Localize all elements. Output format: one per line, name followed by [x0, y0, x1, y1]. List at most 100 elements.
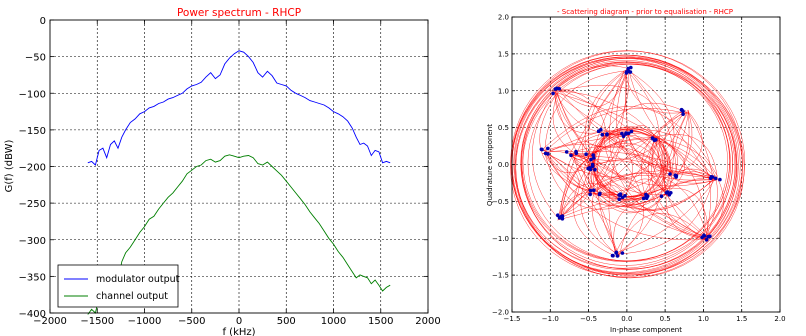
trajectory-path [603, 131, 646, 198]
trajectory-path [642, 176, 716, 197]
scattering-xlabel: In-phase component [610, 326, 682, 334]
scatter-point [560, 214, 565, 218]
trajectory-path [554, 65, 630, 91]
x-tick-label: 0.0 [621, 315, 632, 323]
trajectory-path [557, 88, 675, 175]
scatter-point [560, 217, 565, 221]
scatter-point [588, 188, 593, 193]
scatter-point [668, 172, 672, 176]
legend-channel-label: channel output [96, 291, 168, 302]
x-tick-label: 2000 [415, 316, 440, 327]
trajectory-path [557, 88, 673, 176]
x-tick-label: 2.0 [774, 315, 785, 323]
trajectory-path [657, 136, 706, 237]
trajectory-path [574, 151, 715, 180]
x-tick-label: 1.5 [736, 315, 747, 323]
scatter-point [718, 177, 722, 182]
scatter-point [679, 108, 684, 112]
y-tick-label: 2.0 [498, 14, 509, 22]
trajectory-path [545, 143, 642, 196]
scatter-point [620, 131, 624, 136]
trajectory-path [557, 195, 642, 221]
trajectory-path [558, 110, 687, 220]
y-tick-label: 0 [40, 16, 46, 27]
trajectory-path [593, 109, 690, 197]
y-tick-label: 1.0 [498, 87, 509, 95]
trajectory-path [656, 139, 718, 184]
trajectory-ring [522, 61, 730, 261]
trajectory-path [558, 84, 677, 174]
trajectory-path [647, 137, 708, 238]
trajectory-path [615, 213, 707, 253]
trajectory-path [590, 158, 717, 211]
trajectory-path [552, 93, 587, 160]
trajectory-ring [515, 56, 743, 276]
scatter-point [540, 147, 544, 152]
trajectory-path [628, 135, 670, 195]
scatter-point [615, 254, 620, 258]
x-tick-label: 1.0 [698, 315, 709, 323]
trajectory-path [569, 71, 625, 155]
modulator-output-line [87, 50, 391, 166]
x-tick-label: −0.5 [580, 315, 597, 323]
power-spectrum-ticks: −2000 −1500 −1000 −500 0 500 1000 1500 2000 0 −50 −… [19, 16, 441, 327]
channel-output-line [87, 154, 391, 315]
x-tick-label: 0.5 [660, 315, 671, 323]
trajectory-path [615, 176, 715, 255]
scattering-ticks: −1.5 −1.0 −0.5 0.0 0.5 1.0 1.5 2.0−2.0−1.5−1.0−… [492, 14, 786, 324]
trajectory-path [601, 132, 715, 178]
trajectory-path [655, 139, 685, 194]
trajectory-path [588, 68, 630, 159]
scatter-point [569, 153, 573, 158]
trajectory-path [573, 165, 617, 257]
trajectory-path [624, 72, 687, 114]
scatter-point [592, 188, 596, 192]
scatter-point [546, 152, 550, 156]
trajectory-path [544, 150, 706, 241]
trajectory-path [651, 109, 685, 193]
scattering-title: - Scattering diagram - prior to equalisa… [557, 8, 733, 16]
scatter-point [681, 112, 685, 116]
x-tick-label: −1.5 [504, 315, 521, 323]
scatter-point [651, 136, 655, 141]
scatter-point [620, 195, 625, 200]
trajectory-ring [515, 57, 745, 279]
x-tick-label: −500 [178, 316, 205, 327]
trajectory-path [609, 70, 707, 241]
trajectory-path [569, 110, 685, 161]
trajectory-path [704, 176, 724, 239]
scatter-point [620, 251, 625, 255]
power-spectrum-title: Power spectrum - RHCP [177, 7, 301, 19]
legend: modulator output channel output [57, 264, 180, 308]
legend-modulator-label: modulator output [96, 274, 180, 285]
x-tick-label: 1000 [321, 316, 346, 327]
scatter-point [629, 65, 633, 70]
scatter-point [706, 235, 710, 239]
trajectory-path [596, 192, 668, 214]
trajectory-path [556, 89, 718, 187]
trajectory-path [555, 88, 607, 131]
scatter-point [709, 175, 713, 179]
power-spectrum-series [87, 50, 391, 315]
power-spectrum-grid [50, 20, 428, 313]
y-tick-label: −2.0 [492, 309, 509, 317]
trajectory-path [687, 111, 713, 176]
scatter-point [700, 235, 704, 240]
trajectory-path [676, 112, 693, 175]
trajectory-path [539, 93, 597, 194]
trajectory-path [560, 183, 625, 216]
scatter-point [546, 146, 550, 151]
scatter-point [589, 157, 593, 162]
scatter-point [557, 216, 562, 220]
scattering-diagram-chart: - Scattering diagram - prior to equalisa… [486, 8, 786, 334]
y-tick-label: −150 [19, 126, 46, 137]
scatter-point [597, 192, 602, 197]
scattering-points [539, 65, 722, 258]
scatter-point [713, 176, 718, 181]
scatter-point [618, 193, 622, 197]
y-tick-label: −200 [19, 163, 46, 174]
scatter-point [556, 213, 560, 217]
trajectory-path [560, 193, 647, 218]
y-tick-label: −1.0 [492, 235, 509, 243]
